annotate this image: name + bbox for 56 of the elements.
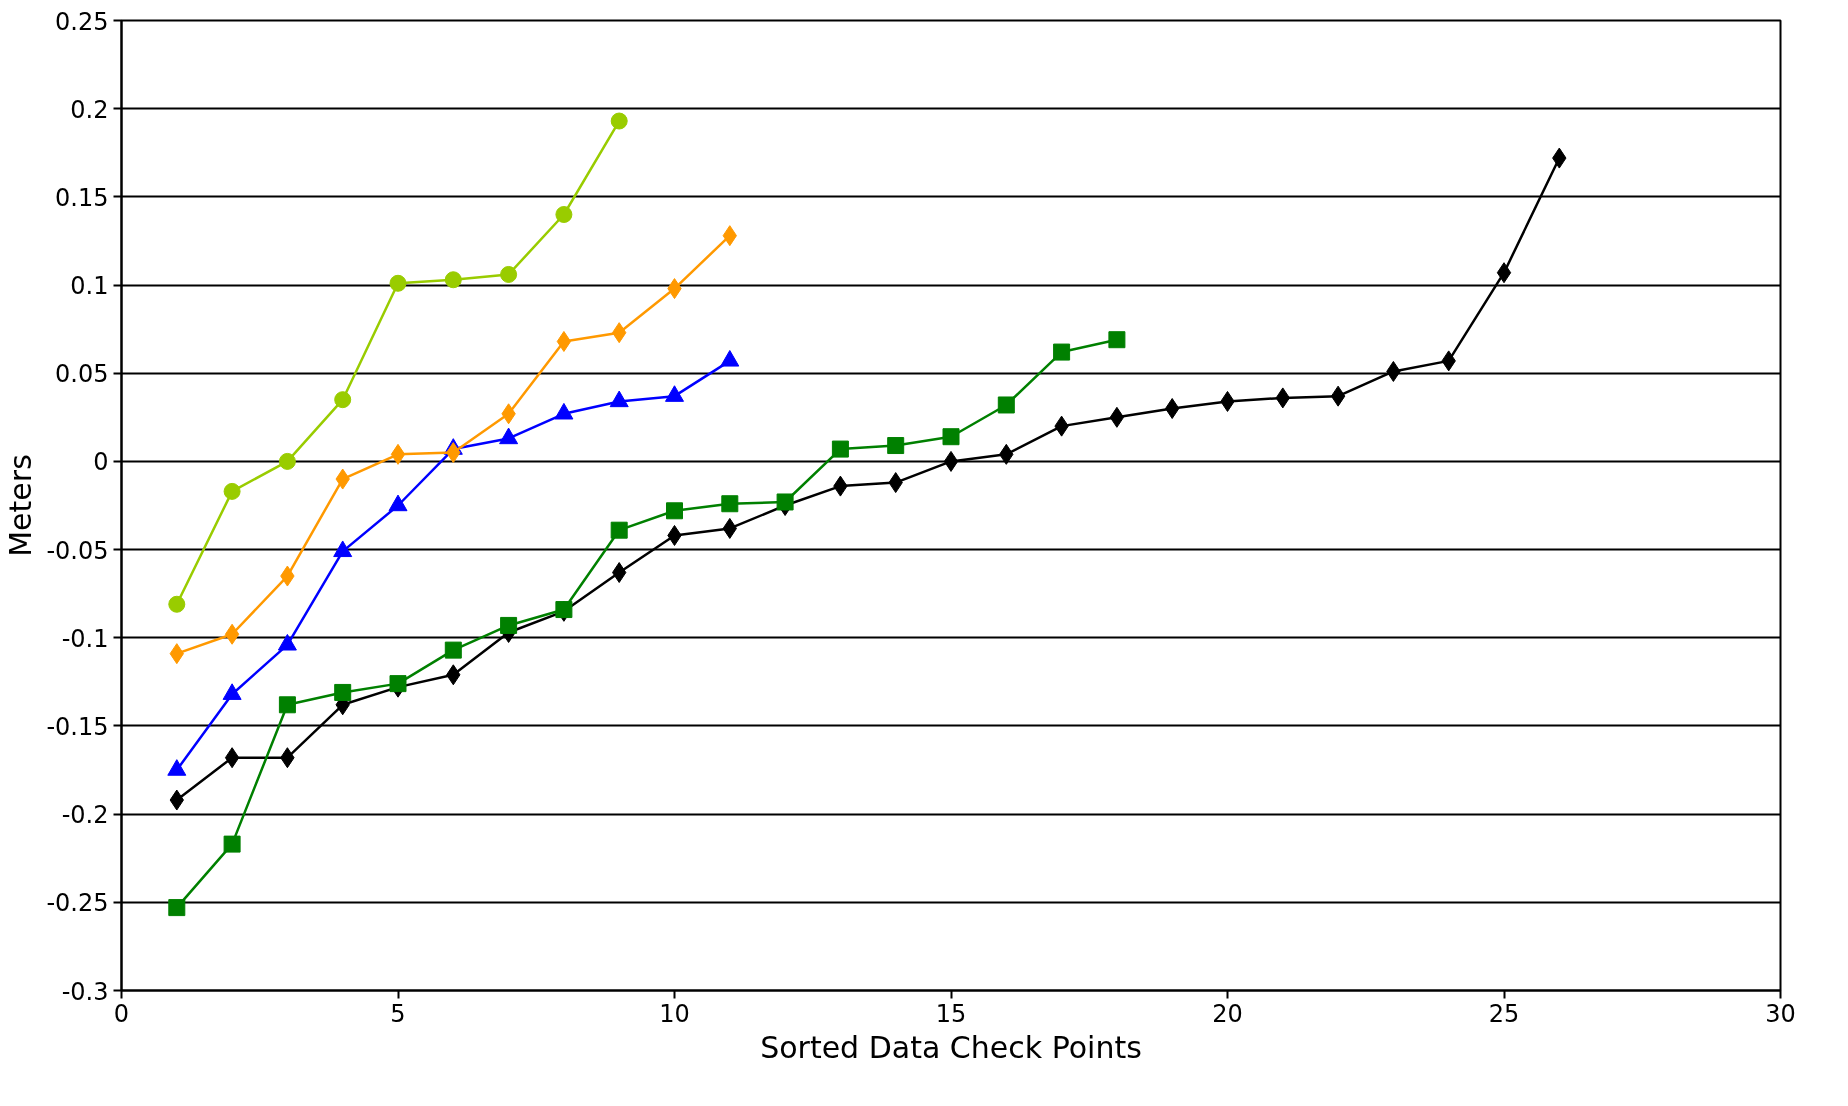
y-tick-label: -0.2 <box>61 801 109 830</box>
point <box>500 616 518 634</box>
point <box>1165 398 1180 419</box>
y-tick-label: 0.15 <box>55 183 109 212</box>
y-tick-label: 0.2 <box>70 95 109 124</box>
y-tick-label: -0.25 <box>46 889 109 918</box>
point <box>943 450 959 472</box>
y-tick-label: -0.05 <box>46 536 109 565</box>
point <box>389 675 407 693</box>
point <box>500 265 518 283</box>
x-tick-label: 20 <box>1212 999 1243 1028</box>
y-tick-label: 0.05 <box>55 360 109 389</box>
point <box>666 502 683 520</box>
point <box>776 493 794 511</box>
x-tick-label: 10 <box>659 999 690 1028</box>
point <box>1330 385 1346 407</box>
point <box>223 482 241 500</box>
x-tick-label: 0 <box>113 999 130 1028</box>
point <box>887 437 905 455</box>
point <box>556 330 572 352</box>
y-tick-label: 0 <box>93 448 109 477</box>
point <box>168 595 186 613</box>
point <box>1109 406 1125 428</box>
y-tick-label: 0.1 <box>70 272 109 301</box>
point <box>1108 331 1126 349</box>
x-tick-label: 15 <box>935 999 967 1028</box>
point <box>610 521 628 539</box>
y-axis-title: Meters <box>3 454 39 557</box>
x-axis-title: Sorted Data Check Points <box>760 1029 1142 1065</box>
x-tick-label: 30 <box>1765 999 1796 1028</box>
point <box>721 495 739 513</box>
point <box>1496 262 1512 284</box>
x-tick-label: 5 <box>390 999 406 1028</box>
y-tick-label: -0.3 <box>61 977 109 1006</box>
point <box>555 206 573 223</box>
point <box>278 696 296 714</box>
point <box>278 452 296 470</box>
point <box>168 899 186 917</box>
point <box>389 274 407 292</box>
y-tick-label: -0.1 <box>61 624 109 653</box>
point <box>997 396 1015 414</box>
point <box>444 271 462 289</box>
point <box>390 443 406 465</box>
y-tick-label: -0.15 <box>46 712 109 741</box>
point <box>223 835 241 853</box>
y-tick-label: 0.25 <box>55 7 109 36</box>
point <box>831 440 849 458</box>
point <box>1053 343 1071 361</box>
point <box>224 623 240 645</box>
point <box>942 428 960 446</box>
point <box>224 747 240 769</box>
point <box>334 391 352 409</box>
point <box>444 641 462 659</box>
point <box>334 683 352 701</box>
point <box>610 112 628 130</box>
x-tick-label: 25 <box>1488 999 1520 1028</box>
